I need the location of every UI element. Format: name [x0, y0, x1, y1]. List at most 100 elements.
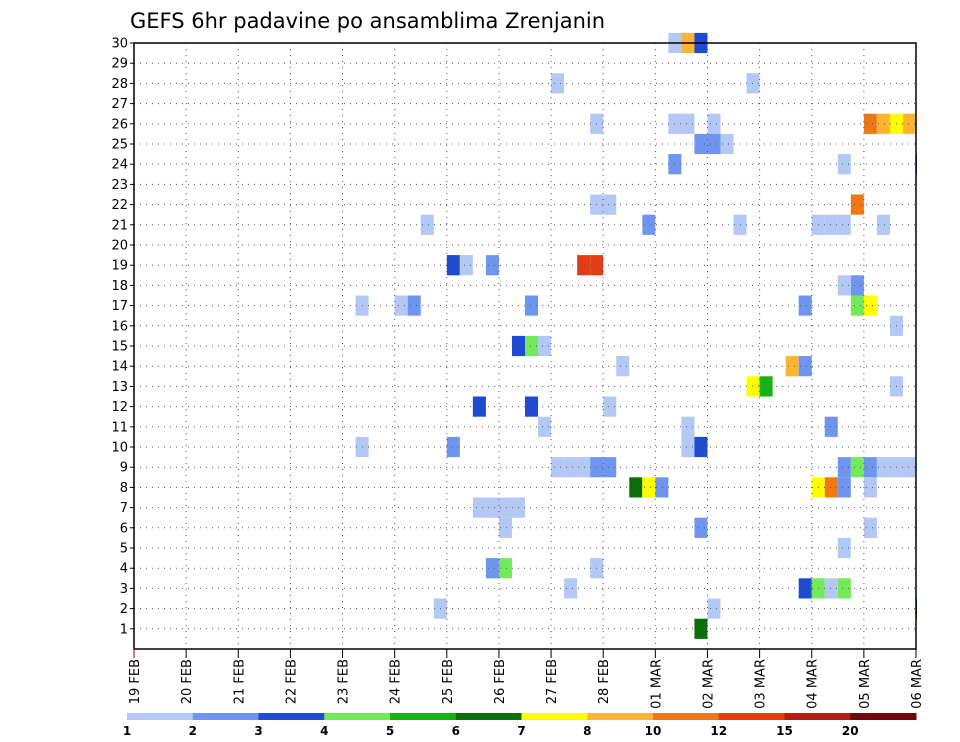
- heatmap-cell: [394, 295, 408, 316]
- heatmap-cell: [707, 598, 721, 619]
- colorbar-swatch: [324, 713, 391, 720]
- colorbar-label: 6: [452, 724, 460, 738]
- heatmap-cell: [551, 73, 565, 94]
- heatmap-cell: [746, 73, 760, 94]
- x-tick-label: 19 FEB: [128, 659, 143, 704]
- y-tick-label: 1: [120, 622, 128, 637]
- heatmap-cell: [850, 457, 864, 478]
- heatmap-cell: [720, 133, 734, 155]
- x-tick-label: 27 FEB: [545, 659, 560, 704]
- y-tick-label: 22: [111, 198, 128, 213]
- heatmap-cell: [603, 457, 617, 478]
- colorbar-label: 2: [189, 724, 197, 738]
- heatmap-cell: [694, 133, 708, 155]
- y-tick-label: 7: [120, 501, 128, 516]
- heatmap-cell: [498, 517, 512, 538]
- colorbar-label: 20: [842, 724, 859, 738]
- heatmap-cell: [694, 618, 708, 639]
- heatmap-cell: [746, 376, 760, 397]
- x-tick-label: 26 FEB: [493, 659, 508, 704]
- colorbar-label: 8: [583, 724, 591, 738]
- heatmap-cell: [837, 537, 851, 559]
- heatmap-cell: [485, 497, 499, 518]
- x-tick-label: 05 MAR: [858, 659, 873, 709]
- heatmap-cell: [681, 416, 695, 437]
- heatmap-cell: [498, 497, 512, 518]
- colorbar-label: 10: [645, 724, 662, 738]
- heatmap-cell: [863, 113, 877, 134]
- x-axis: 19 FEB 20 FEB 21 FEB 22 FEB 23 FEB 24 FEB 25 F…: [128, 649, 925, 709]
- heatmap-cell: [420, 214, 434, 235]
- y-tick-label: 18: [111, 279, 128, 294]
- y-tick-label: 15: [111, 340, 128, 355]
- x-tick-label: 20 FEB: [180, 659, 195, 704]
- x-tick-label: 06 MAR: [910, 659, 925, 709]
- heatmap-cell: [902, 113, 916, 134]
- heatmap-cell: [824, 214, 838, 235]
- heatmap-cell: [876, 457, 890, 478]
- heatmap-cell: [525, 335, 539, 357]
- heatmap-cell: [459, 255, 473, 276]
- heatmap-cell: [642, 214, 656, 235]
- heatmap-cell: [577, 457, 591, 478]
- colorbar: 1 2 3 4 5 6 7 8 10 12 15 20: [123, 713, 917, 738]
- colorbar-label: 1: [123, 724, 131, 738]
- y-tick-label: 6: [120, 521, 128, 536]
- heatmap-cell: [577, 255, 591, 276]
- y-tick-label: 20: [111, 239, 128, 254]
- heatmap-cell: [446, 255, 460, 276]
- y-tick-label: 8: [120, 481, 128, 496]
- heatmap-cell: [824, 578, 838, 599]
- y-tick-label: 30: [111, 37, 128, 52]
- colorbar-swatch: [127, 713, 194, 720]
- y-tick-label: 5: [120, 542, 128, 557]
- y-tick-label: 28: [111, 77, 128, 92]
- heatmap-cell: [525, 396, 539, 417]
- heatmap-cell: [681, 436, 695, 458]
- x-tick-label: 24 FEB: [389, 659, 404, 704]
- heatmap-cell: [485, 558, 499, 579]
- colorbar-label: 5: [386, 724, 394, 738]
- y-tick-label: 13: [111, 380, 128, 395]
- y-tick-label: 9: [120, 461, 128, 476]
- colorbar-swatch: [455, 713, 522, 720]
- x-tick-label: 28 FEB: [597, 659, 612, 704]
- heatmap-cell: [472, 497, 486, 518]
- heatmap-cells: [355, 32, 917, 639]
- heatmap-cell: [694, 517, 708, 538]
- heatmap-cell: [837, 477, 851, 498]
- heatmap-cell: [655, 477, 669, 498]
- heatmap-cell: [707, 133, 721, 155]
- heatmap-cell: [681, 113, 695, 134]
- heatmap-cell: [551, 457, 565, 478]
- heatmap-cell: [642, 477, 656, 498]
- x-tick-label: 02 MAR: [701, 659, 716, 709]
- heatmap-cell: [798, 578, 812, 599]
- y-tick-label: 29: [111, 57, 128, 72]
- colorbar-swatch: [390, 713, 457, 720]
- colorbar-swatch: [258, 713, 325, 720]
- x-tick-label: 04 MAR: [806, 659, 821, 709]
- x-tick-label: 03 MAR: [754, 659, 769, 709]
- y-tick-label: 12: [111, 400, 128, 415]
- heatmap-cell: [863, 517, 877, 538]
- colorbar-swatch: [653, 713, 720, 720]
- colorbar-swatch: [587, 713, 654, 720]
- heatmap-cell: [603, 194, 617, 215]
- heatmap-cell: [564, 578, 578, 599]
- heatmap-cell: [876, 113, 890, 134]
- heatmap-cell: [850, 295, 864, 316]
- colorbar-swatch: [192, 713, 259, 720]
- colorbar-swatch: [718, 713, 785, 720]
- heatmap-cell: [525, 295, 539, 316]
- y-tick-label: 3: [120, 582, 128, 597]
- heatmap-cell: [694, 436, 708, 458]
- y-tick-label: 16: [111, 319, 128, 334]
- heatmap-cell: [616, 356, 630, 377]
- heatmap-cell: [759, 376, 773, 397]
- x-tick-label: 23 FEB: [337, 659, 352, 704]
- heatmap-cell: [629, 477, 643, 498]
- y-tick-label: 14: [111, 360, 128, 375]
- y-tick-label: 10: [111, 441, 128, 456]
